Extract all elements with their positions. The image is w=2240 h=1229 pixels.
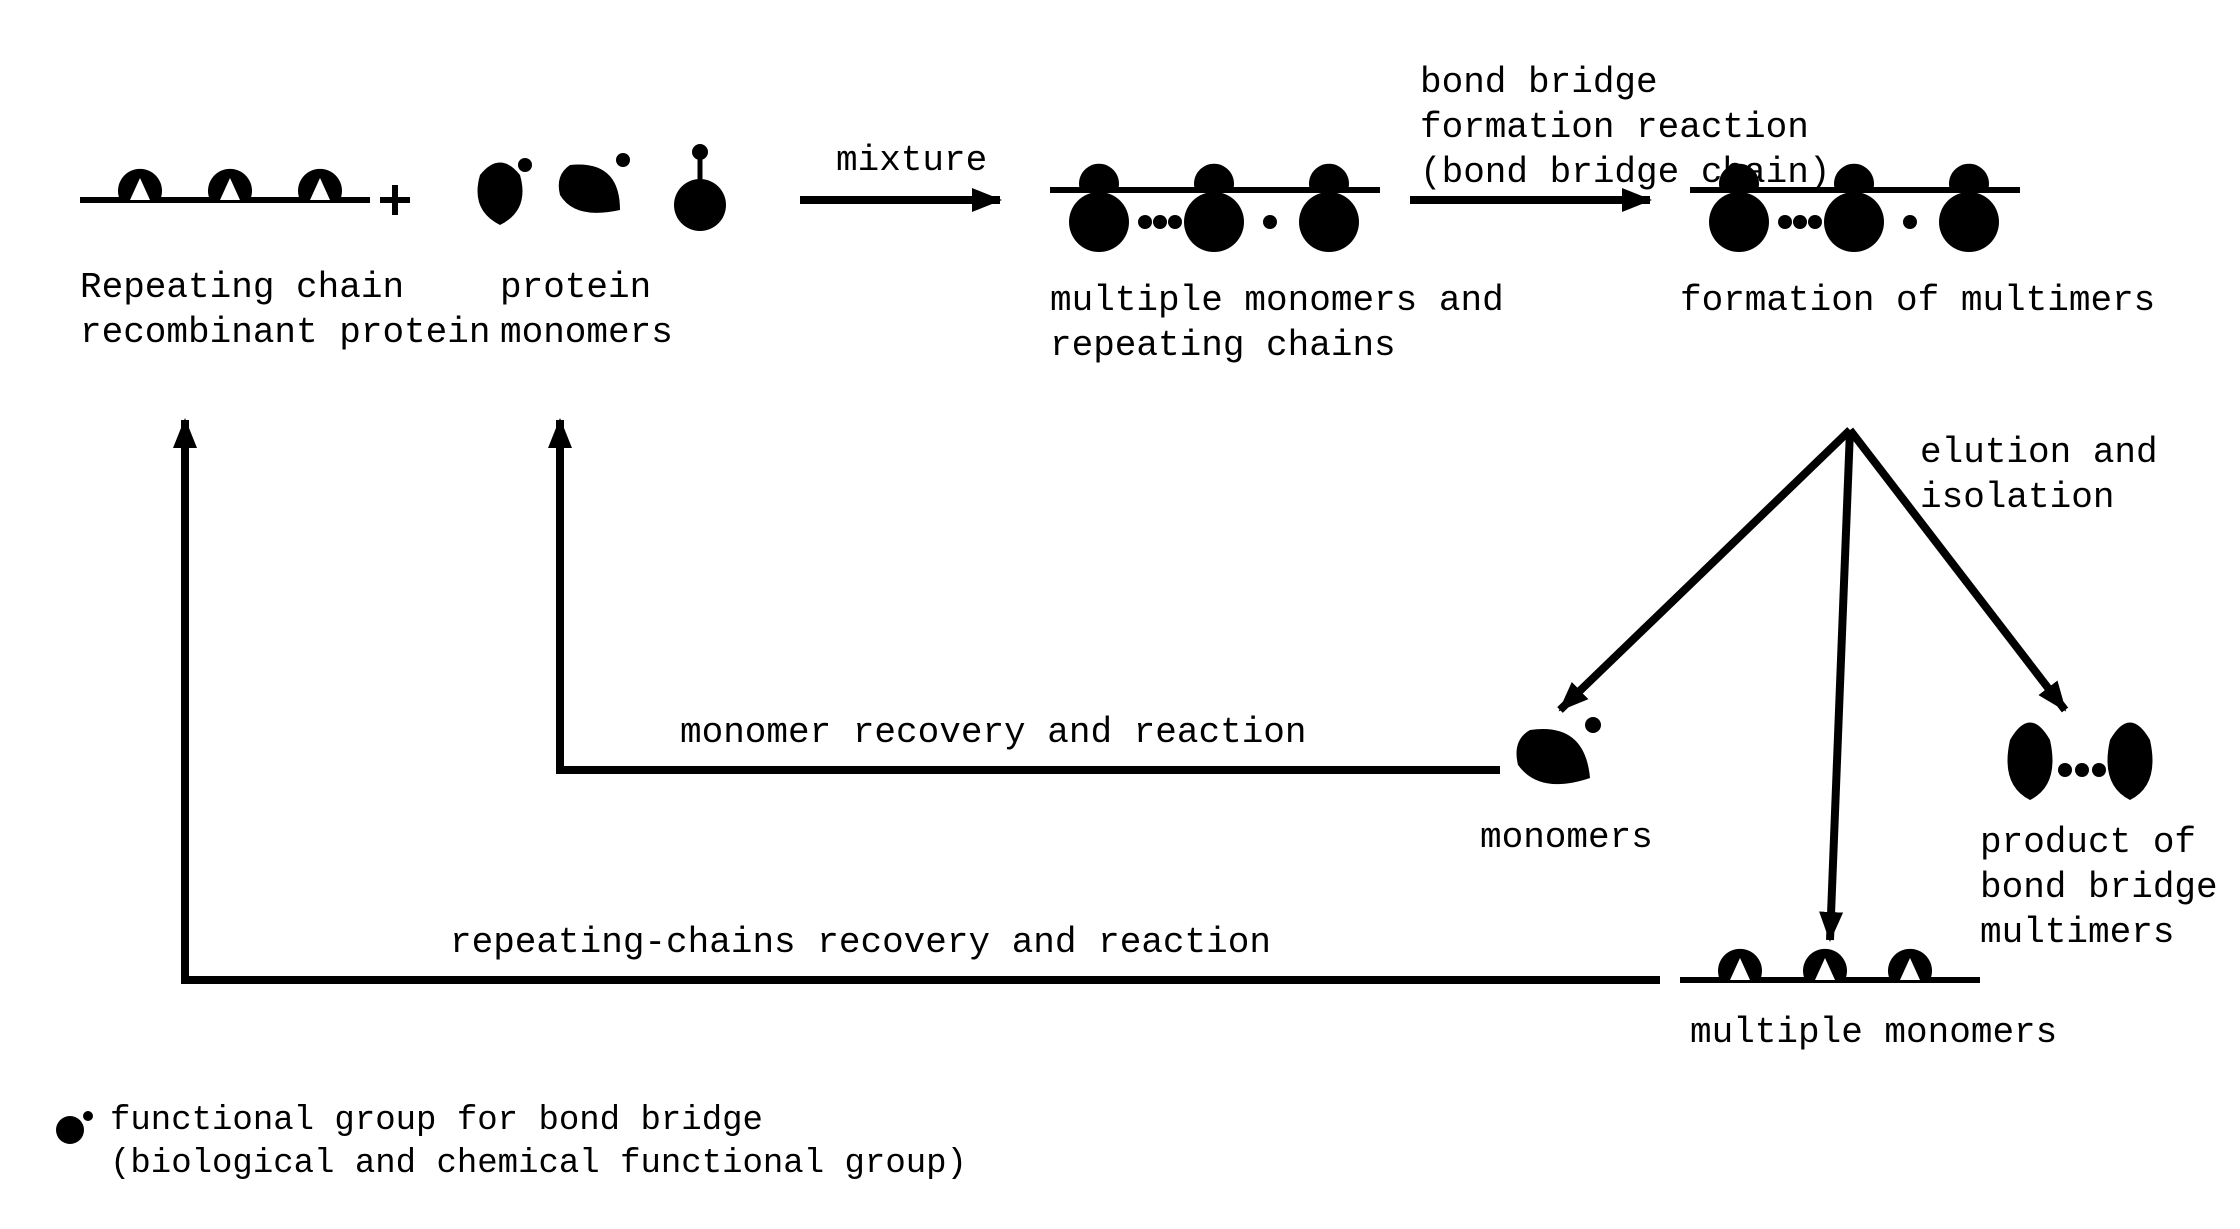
legend-icon [56,1111,93,1144]
repeating-chain-icon [80,169,370,200]
legend-label: functional group for bond bridge (biolog… [110,1100,967,1185]
multiple-monomers-label: multiple monomers [1690,1010,2057,1055]
product-multimers-label: product of bond bridge multimers [1980,820,2218,955]
protein-monomers-label: protein monomers [500,265,673,355]
repeating-chain-label: Repeating chain recombinant protein [80,265,490,355]
combined-chain-icon [1050,164,1380,252]
product-multimers-icon [2008,723,2153,801]
bond-bridge-reaction-label: bond bridge formation reaction (bond bri… [1420,60,1830,195]
monomers-icon [1517,717,1602,784]
plus-icon [380,185,410,215]
multiple-monomers-repeating-label: multiple monomers and repeating chains [1050,278,1504,368]
formation-multimers-label: formation of multimers [1680,278,2155,323]
monomers-label: monomers [1480,815,1653,860]
protein-monomers-icon [478,144,727,231]
repeating-recovery-arrow [185,420,1660,980]
repeating-recovery-label: repeating-chains recovery and reaction [450,920,1271,965]
process-flow-diagram: Repeating chain recombinant protein prot… [0,0,2240,1229]
multiple-monomers-icon [1680,949,1980,980]
monomer-recovery-label: monomer recovery and reaction [680,710,1307,755]
mixture-label: mixture [836,138,987,183]
elution-isolation-label: elution and isolation [1920,430,2158,520]
